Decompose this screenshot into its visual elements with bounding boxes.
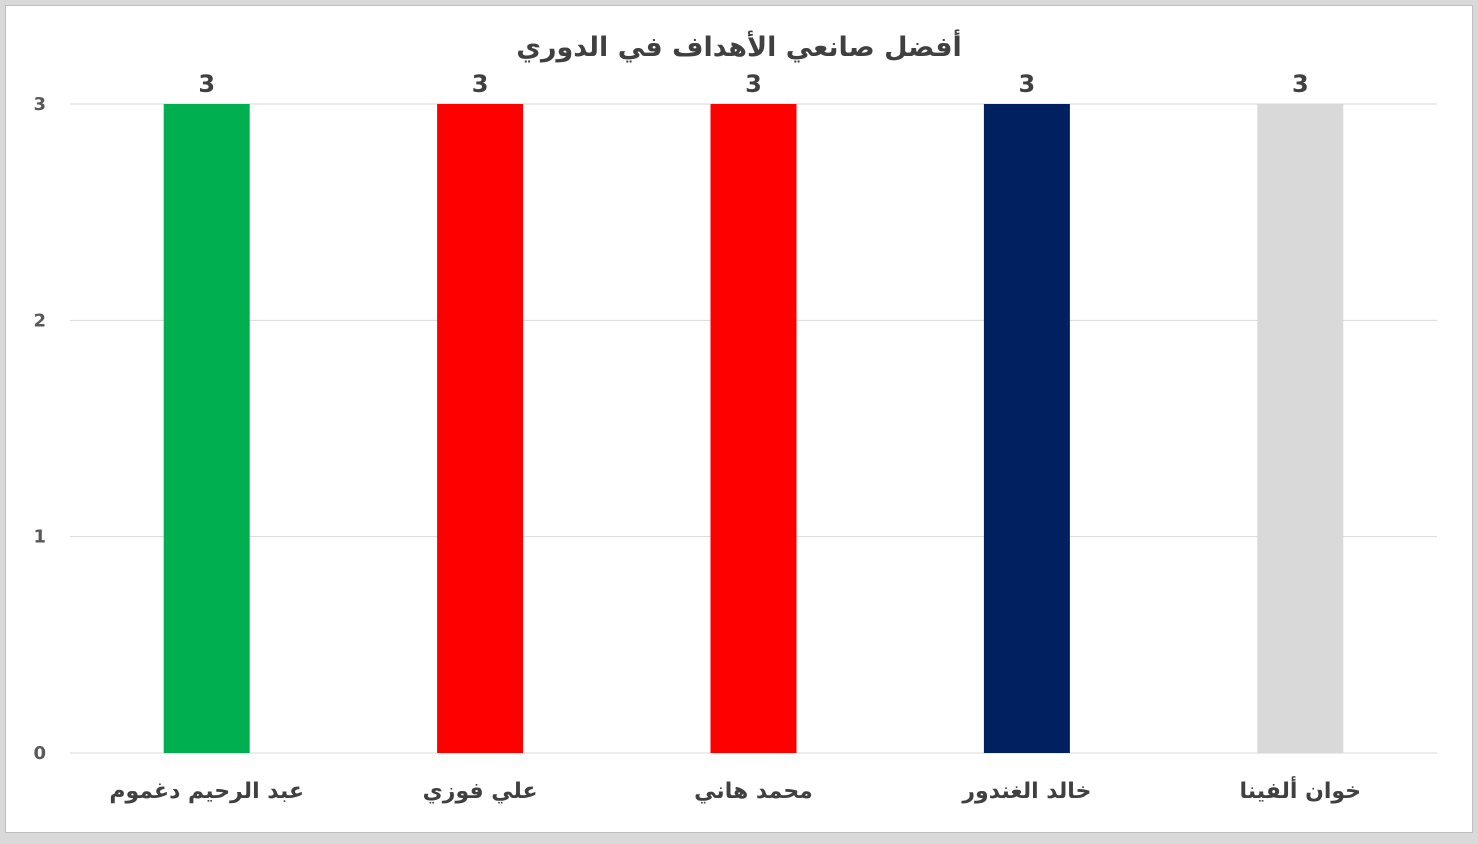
data-label-1: 3 [472, 70, 489, 98]
bar-2 [710, 104, 797, 753]
bar-1 [437, 104, 524, 753]
bar-3 [983, 104, 1070, 753]
data-label-4: 3 [1292, 70, 1309, 98]
y-tick-label-3: 3 [33, 94, 46, 115]
data-label-3: 3 [1019, 70, 1036, 98]
y-tick-label-2: 2 [33, 310, 46, 331]
y-tick-label-1: 1 [33, 527, 46, 548]
bar-4 [1257, 104, 1344, 753]
bar-0 [163, 104, 250, 753]
plot-svg: 0 1 2 3 3 عبد الرحيم دغموم 3 علي فوزي 3 محمد هاني… [33, 70, 1437, 804]
category-label-1: علي فوزي [423, 779, 538, 804]
chart-title: أفضل صانعي الأهداف في الدوري [516, 32, 962, 63]
data-label-2: 3 [745, 70, 762, 98]
category-label-3: خالد الغندور [961, 779, 1091, 804]
chart-area: أفضل صانعي الأهداف في الدوري 0 1 2 3 3 عبد ال… [5, 5, 1473, 833]
y-tick-label-0: 0 [33, 743, 46, 764]
category-label-4: خوان ألفينا [1240, 775, 1361, 804]
data-label-0: 3 [198, 70, 215, 98]
category-label-0: عبد الرحيم دغموم [109, 779, 304, 804]
category-label-2: محمد هاني [694, 779, 813, 804]
